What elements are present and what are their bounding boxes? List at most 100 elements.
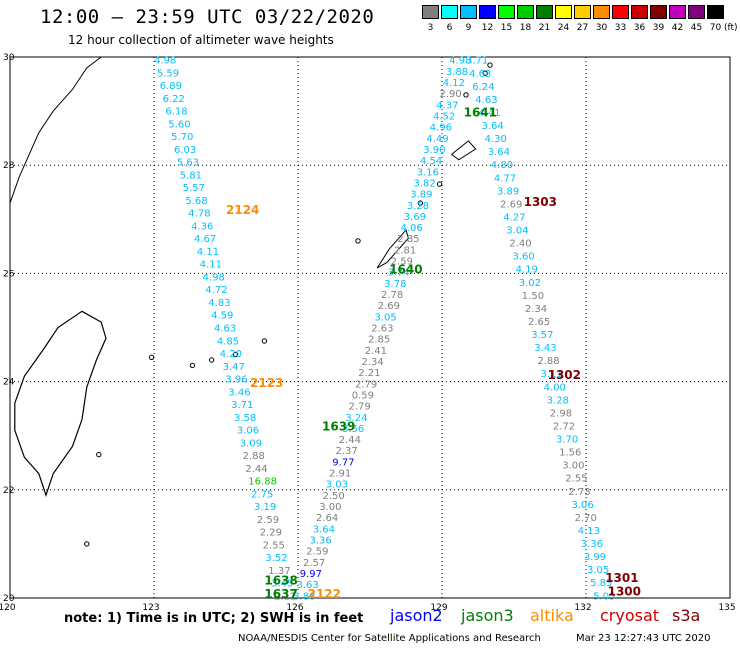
- wave-height-value: 2.88: [537, 356, 559, 367]
- island: [84, 541, 90, 547]
- wave-height-value: 4.49: [426, 134, 448, 145]
- wave-height-value: 3.96: [225, 375, 247, 386]
- lat-tick-label: 22: [3, 486, 14, 496]
- island: [355, 238, 361, 244]
- mission-jason2: jason2: [390, 606, 443, 625]
- wave-height-value: 6.18: [165, 107, 187, 118]
- wave-height-value: 3.63: [297, 580, 319, 591]
- wave-height-value: 2.44: [339, 435, 361, 446]
- wave-height-value: 2.90: [440, 89, 462, 100]
- wave-height-value: 3.24: [345, 413, 367, 424]
- taiwan-coastline: [14, 310, 107, 498]
- wave-height-value: 4.63: [475, 95, 497, 106]
- wave-height-value: 5.81: [180, 171, 202, 182]
- wave-height-value: 4.63: [469, 69, 491, 80]
- wave-height-value: 4.78: [188, 209, 210, 220]
- wave-height-value: 2.44: [245, 464, 267, 475]
- wave-height-value: 3.11: [541, 369, 563, 380]
- wave-height-value: 3.90: [423, 145, 445, 156]
- wave-height-value: 1.56: [559, 448, 581, 459]
- wave-height-value: 4.83: [208, 298, 230, 309]
- wave-height-value: 16.88: [248, 477, 277, 488]
- track-id-label: 1639: [322, 419, 355, 433]
- wave-height-value: 2.91: [329, 469, 351, 480]
- wave-height-value: 4.52: [433, 112, 455, 123]
- wave-height-value: 3.47: [223, 362, 245, 373]
- island: [487, 62, 493, 68]
- wave-height-value: 2.34: [362, 357, 384, 368]
- wave-height-value: 3.57: [531, 330, 553, 341]
- track-id-label: 1641: [464, 106, 497, 120]
- wave-height-value: 3.19: [254, 502, 276, 513]
- generation-timestamp: Mar 23 12:27:43 UTC 2020: [576, 633, 711, 644]
- scale-unit: (ft): [724, 23, 738, 33]
- wave-height-value: 4.11: [197, 247, 219, 258]
- wave-height-value: 3.46: [228, 387, 250, 398]
- wave-height-value: 2.21: [358, 368, 380, 379]
- wave-height-value: 4.06: [401, 223, 423, 234]
- wave-height-value: 2.55: [565, 474, 587, 485]
- track-id-label: 1303: [524, 195, 557, 209]
- island: [436, 181, 443, 187]
- wave-height-value: 4.12: [443, 78, 465, 89]
- wave-height-value: 2.12: [274, 591, 296, 602]
- scale-label: 27: [576, 23, 589, 33]
- wave-height-value: 4.27: [503, 213, 525, 224]
- wave-height-value: 2.59: [306, 547, 328, 558]
- wave-height-value: 2.78: [381, 290, 403, 301]
- mission-s3a: s3a: [672, 606, 701, 625]
- wave-height-value: 4.98: [154, 56, 176, 67]
- wave-height-value: 9.97: [300, 569, 322, 580]
- island: [463, 92, 469, 98]
- wave-height-value: 3.71: [231, 400, 253, 411]
- wave-height-value: 2.81: [394, 245, 416, 256]
- lon-tick-label: 135: [718, 603, 735, 613]
- wave-height-value: 3.69: [404, 212, 426, 223]
- wave-height-value: 4.00: [544, 382, 566, 393]
- wave-height-value: 3.05: [375, 312, 397, 323]
- wave-height-value: 5.68: [185, 196, 207, 207]
- wave-height-value: 2.98: [550, 408, 572, 419]
- track-id-label: 1638: [264, 574, 297, 588]
- island: [208, 357, 215, 363]
- track-id-label: 1300: [608, 584, 641, 598]
- scale-swatch: [593, 5, 610, 19]
- wave-height-value: 2.63: [371, 324, 393, 335]
- scale-label: 12: [481, 23, 494, 33]
- wave-height-value: 2.75: [251, 489, 273, 500]
- lat-tick-label: 20: [3, 594, 15, 604]
- scale-swatch: [650, 5, 667, 19]
- wave-height-value: 2.57: [303, 558, 325, 569]
- wave-height-value: 3.64: [488, 147, 510, 158]
- lat-tick-label: 26: [3, 269, 15, 279]
- wave-height-value: 2.59: [391, 257, 413, 268]
- wave-height-value: 3.04: [506, 226, 528, 237]
- wave-height-value: 2.79: [349, 402, 371, 413]
- wave-height-value: 3.05: [587, 565, 609, 576]
- scale-swatch: [479, 5, 496, 19]
- wave-height-value: 5.57: [183, 183, 205, 194]
- wave-height-value: 3.88: [446, 67, 468, 78]
- wave-height-value: 2.59: [257, 515, 279, 526]
- scale-swatch: [631, 5, 648, 19]
- scale-label: 9: [465, 23, 472, 33]
- wave-height-value: 3.45: [271, 579, 293, 590]
- wave-height-value: 2.72: [553, 422, 575, 433]
- island: [96, 451, 102, 458]
- island: [148, 354, 155, 360]
- scale-label: 3: [427, 23, 434, 33]
- lat-tick-label: 30: [3, 53, 15, 63]
- wave-height-value: 5.70: [171, 132, 193, 143]
- wave-height-value: 2.64: [316, 513, 338, 524]
- wave-height-value: 3.71: [466, 56, 488, 67]
- wave-height-value: 4.67: [194, 234, 216, 245]
- wave-height-value: 2.85: [397, 234, 419, 245]
- track-id-label: 2124: [226, 203, 259, 217]
- wave-height-value: 3.89: [410, 190, 432, 201]
- mission-altika: altika: [530, 606, 574, 625]
- map-frame: [9, 56, 731, 599]
- wave-height-value: 2.50: [323, 491, 345, 502]
- track-id-label: 1302: [548, 368, 581, 382]
- wave-height-value: 2.69: [378, 301, 400, 312]
- track-id-label: 2123: [250, 376, 283, 390]
